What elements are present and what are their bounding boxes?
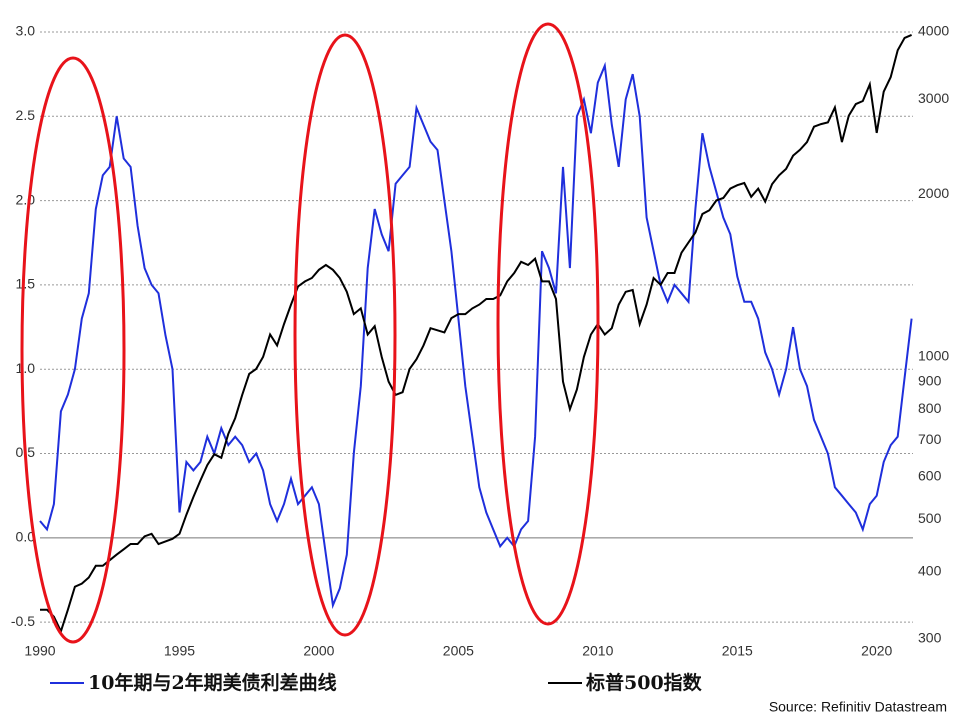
x-tick-label: 1990 xyxy=(24,643,55,659)
y-tick-label: 1.5 xyxy=(16,276,36,292)
highlight-ellipses xyxy=(20,22,600,644)
ellipse xyxy=(293,33,397,637)
y-tick-label: 0.0 xyxy=(16,529,36,545)
ellipse xyxy=(496,22,600,626)
source: Source: Refinitiv Datastream xyxy=(769,699,947,715)
x-tick-label: 2000 xyxy=(303,643,334,659)
y2-tick-label: 2000 xyxy=(918,185,949,201)
x-tick-label: 2015 xyxy=(722,643,753,659)
y2-tick-label: 500 xyxy=(918,510,942,526)
y2-tick-label: 700 xyxy=(918,431,942,447)
y-tick-label: 1.0 xyxy=(16,360,36,376)
series-line xyxy=(39,61,913,610)
ellipse xyxy=(20,56,126,644)
legend-label: 10年期与2年期美债利差曲线 xyxy=(88,671,337,694)
y-tick-label: -0.5 xyxy=(11,613,35,629)
y-tick-label: 2.5 xyxy=(16,107,36,123)
y2-tick-label: 800 xyxy=(918,400,942,416)
y2-tick-label: 400 xyxy=(918,562,942,578)
x-tick-label: 2005 xyxy=(443,643,474,659)
y-tick-label: 2.0 xyxy=(16,191,36,207)
legend-label: 标普500指数 xyxy=(586,671,703,694)
x-tick-label: 1995 xyxy=(164,643,195,659)
y2-tick-label: 300 xyxy=(918,630,942,646)
y2-tick-label: 900 xyxy=(918,372,942,388)
y-tick-label: 3.0 xyxy=(16,23,36,39)
series-line xyxy=(40,33,912,634)
y2-tick-label: 1000 xyxy=(918,348,949,364)
x-tick-label: 2010 xyxy=(582,643,613,659)
y2-tick-label: 4000 xyxy=(918,23,949,39)
y2-tick-label: 3000 xyxy=(918,90,949,106)
x-tick-label: 2020 xyxy=(861,643,892,659)
y2-tick-label: 600 xyxy=(918,467,942,483)
